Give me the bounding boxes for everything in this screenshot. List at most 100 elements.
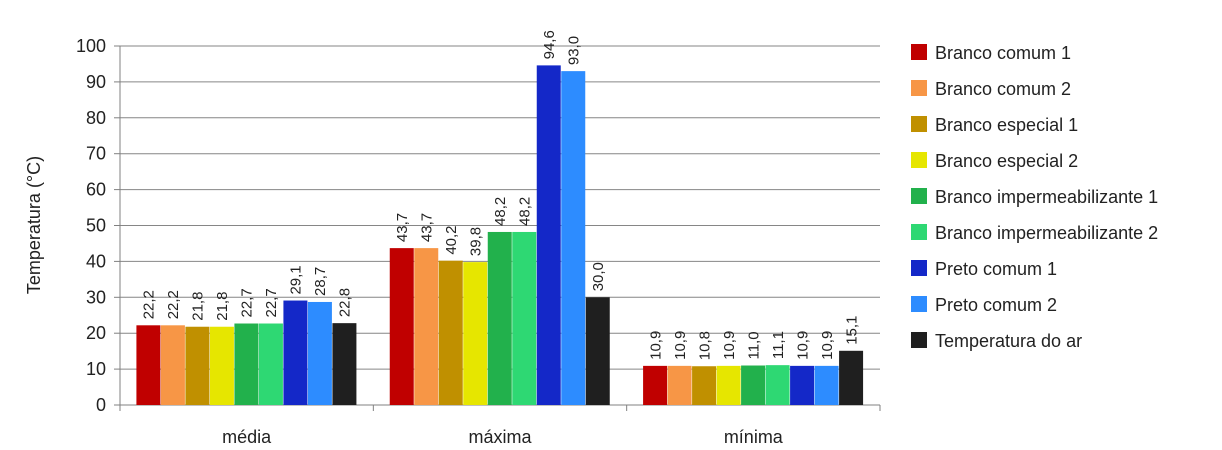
x-category-label: máxima <box>468 427 532 447</box>
legend-label: Branco especial 1 <box>935 115 1078 135</box>
bar <box>512 231 537 405</box>
bar <box>234 323 259 405</box>
bar <box>160 325 185 405</box>
legend-item: Temperatura do ar <box>911 331 1082 351</box>
legend-item: Branco comum 1 <box>911 43 1071 63</box>
bar <box>283 300 308 405</box>
legend-label: Preto comum 2 <box>935 295 1057 315</box>
y-tick-label: 30 <box>86 287 106 307</box>
data-label: 10,9 <box>672 331 689 360</box>
legend-item: Preto comum 2 <box>911 295 1057 315</box>
legend-item: Branco impermeabilizante 2 <box>911 223 1158 243</box>
legend-label: Branco impermeabilizante 2 <box>935 223 1158 243</box>
data-label: 22,7 <box>263 288 280 317</box>
data-label: 10,8 <box>696 331 713 360</box>
bar <box>667 365 692 405</box>
legend-swatch <box>911 188 927 204</box>
legend-label: Branco comum 1 <box>935 43 1071 63</box>
data-label: 39,8 <box>468 227 485 256</box>
x-category-label: mínima <box>724 427 784 447</box>
bar <box>585 297 610 405</box>
legend: Branco comum 1 Branco comum 2 Branco espec… <box>911 43 1158 351</box>
bar <box>332 323 357 405</box>
data-label: 93,0 <box>566 36 583 65</box>
data-label: 22,8 <box>337 288 354 317</box>
legend-swatch <box>911 224 927 240</box>
legend-label: Branco impermeabilizante 1 <box>935 187 1158 207</box>
data-label: 15,1 <box>843 316 860 345</box>
bar <box>463 262 488 405</box>
bar <box>839 350 864 405</box>
legend-swatch <box>911 80 927 96</box>
data-label: 43,7 <box>419 213 436 242</box>
data-label: 22,7 <box>239 288 256 317</box>
bar <box>136 325 161 405</box>
bar <box>765 365 790 405</box>
legend-item: Branco especial 1 <box>911 115 1078 135</box>
bar <box>692 366 717 405</box>
y-tick-label: 40 <box>86 251 106 271</box>
data-label: 10,9 <box>647 331 664 360</box>
data-label: 48,2 <box>492 197 509 226</box>
bar <box>716 365 741 405</box>
legend-label: Branco especial 2 <box>935 151 1078 171</box>
data-label: 48,2 <box>517 197 534 226</box>
data-label: 10,9 <box>819 331 836 360</box>
legend-swatch <box>911 152 927 168</box>
y-tick-label: 50 <box>86 216 106 236</box>
data-label: 94,6 <box>541 30 558 59</box>
bar <box>389 248 414 405</box>
legend-swatch <box>911 116 927 132</box>
bar <box>561 71 586 405</box>
bar <box>438 260 463 405</box>
legend-swatch <box>911 332 927 348</box>
y-tick-label: 20 <box>86 323 106 343</box>
data-label: 11,1 <box>770 331 787 359</box>
bar <box>790 365 815 405</box>
data-label: 30,0 <box>590 262 607 291</box>
bar <box>643 365 668 405</box>
data-label: 11,0 <box>745 331 762 359</box>
data-label: 22,2 <box>141 290 158 319</box>
data-label: 21,8 <box>190 292 207 321</box>
y-tick-label: 100 <box>76 36 106 56</box>
data-label: 22,2 <box>165 290 182 319</box>
y-tick-label: 90 <box>86 72 106 92</box>
y-tick-label: 0 <box>96 395 106 415</box>
y-tick-label: 10 <box>86 359 106 379</box>
data-label: 10,9 <box>721 331 738 360</box>
y-axis-label: Temperatura (°C) <box>24 156 44 294</box>
data-label: 10,9 <box>794 331 811 360</box>
data-label: 40,2 <box>443 225 460 254</box>
bar <box>185 326 210 405</box>
legend-item: Preto comum 1 <box>911 259 1057 279</box>
legend-swatch <box>911 260 927 276</box>
legend-swatch <box>911 44 927 60</box>
legend-item: Branco impermeabilizante 1 <box>911 187 1158 207</box>
bar <box>487 231 512 405</box>
bars-layer <box>136 65 864 406</box>
axis-layer: 0 10 20 30 40 50 60 70 80 90 100 média máxima mínima <box>76 36 881 447</box>
bar <box>258 323 283 405</box>
bar <box>414 248 439 405</box>
bar <box>741 365 766 405</box>
y-tick-label: 60 <box>86 180 106 200</box>
legend-item: Branco comum 2 <box>911 79 1071 99</box>
bar <box>814 365 839 405</box>
bar <box>307 301 332 405</box>
legend-label: Preto comum 1 <box>935 259 1057 279</box>
y-tick-label: 70 <box>86 144 106 164</box>
bar <box>209 326 234 405</box>
data-label: 43,7 <box>394 213 411 242</box>
legend-label: Branco comum 2 <box>935 79 1071 99</box>
y-tick-label: 80 <box>86 108 106 128</box>
data-label: 28,7 <box>312 267 329 296</box>
legend-swatch <box>911 296 927 312</box>
legend-item: Branco especial 2 <box>911 151 1078 171</box>
value-labels-layer: 22,2 22,2 21,8 21,8 22,7 22,7 29,1 28,7 22,8 43,7… <box>141 30 861 360</box>
data-label: 29,1 <box>288 265 305 294</box>
bar <box>536 65 561 406</box>
x-category-label: média <box>222 427 272 447</box>
